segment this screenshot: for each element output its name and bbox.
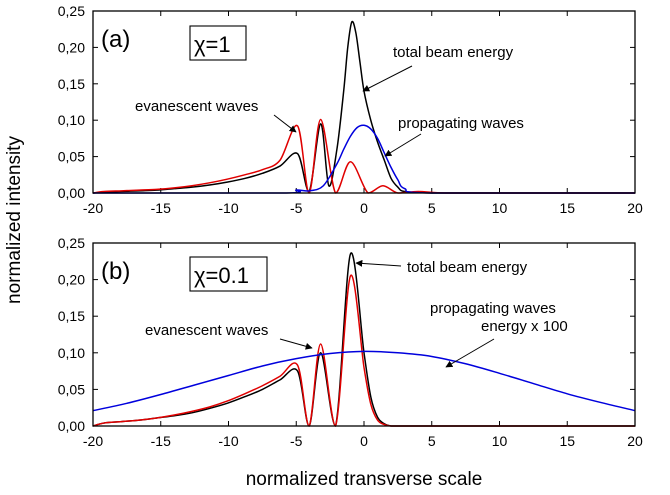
panel-b-propagating-annotation-line1: propagating waves	[430, 300, 556, 317]
panel-a-series-total-beam-energy	[92, 20, 635, 194]
panel-b-y-tick-label: 0,25	[58, 235, 85, 251]
panel-a-x-tick-label: 5	[428, 200, 436, 216]
panel-b-total-arrow	[355, 259, 402, 267]
panel-a-y-tick-label: 0,25	[58, 3, 85, 19]
panel-b-y-tick-label: 0,20	[58, 272, 85, 288]
panel-a-propagating-annotation: propagating waves	[398, 115, 524, 132]
x-axis-label: normalized transverse scale	[246, 469, 483, 490]
panel-a-chi-box	[189, 25, 247, 61]
panel-a-total-arrow	[362, 65, 413, 92]
panel-b-x-tick-label: -5	[290, 433, 303, 449]
panel-b-frame	[92, 242, 636, 427]
panel-a-y-tick-label: 0,10	[58, 112, 85, 128]
panel-a-frame	[92, 10, 636, 194]
panel-a-y-tick-label: 0,00	[58, 185, 85, 201]
panel-b-x-tick-label: -20	[83, 433, 103, 449]
panel-a-series-propagating-waves	[93, 124, 635, 194]
panel-a-y-tick-label: 0,15	[58, 76, 85, 92]
panel-b-x-tick-label: 10	[492, 433, 508, 449]
panel-b: -20 -15 -10 -5 0 5 10 15 20 0,00 0,05 0,10 0,15 0,20 0…	[58, 235, 643, 449]
panel-a-x-tick-label: -10	[218, 200, 238, 216]
panel-b-y-tick-label: 0,15	[58, 308, 85, 324]
panel-a-x-tick-label: 15	[559, 200, 575, 216]
panel-a-label: (a)	[101, 26, 130, 53]
panel-b-series-total-beam-energy	[92, 252, 635, 427]
panel-b-x-tick-label: 0	[360, 433, 368, 449]
panel-a-y-tick-label: 0,05	[58, 149, 85, 165]
panel-a-evanescent-annotation: evanescent waves	[135, 98, 258, 115]
panel-b-ticks: -20 -15 -10 -5 0 5 10 15 20 0,00 0,05 0,10 0,15 0,20 0…	[58, 235, 643, 449]
panel-a-series-evanescent-waves	[92, 118, 635, 194]
panel-a-x-tick-label: -20	[83, 200, 103, 216]
panel-a-x-tick-label: -15	[151, 200, 171, 216]
panel-a-y-tick-label: 0,20	[58, 39, 85, 55]
panel-a-chi: χ=1	[194, 32, 231, 57]
panel-b-chi-box	[189, 256, 268, 292]
panel-b-evanescent-arrow	[279, 338, 313, 350]
panel-b-total-annotation: total beam energy	[407, 259, 528, 276]
panel-a-ticks: -20 -15 -10 -5 0 5 10 15 20 0,00 0,05 0,10 0,15 0,20 0…	[58, 3, 643, 216]
panel-b-x-tick-label: 15	[559, 433, 575, 449]
panel-a-total-annotation: total beam energy	[393, 44, 514, 61]
panel-a-x-tick-label: 0	[360, 200, 368, 216]
panel-a-x-tick-label: -5	[290, 200, 303, 216]
y-axis-label: normalized intensity	[4, 136, 25, 304]
panel-b-y-tick-label: 0,10	[58, 345, 85, 361]
panel-b-propagating-annotation-line2: energy x 100	[481, 318, 568, 335]
panel-b-x-tick-label: 5	[428, 433, 436, 449]
panel-a-evanescent-arrow	[273, 114, 297, 133]
panel-a-propagating-arrow	[384, 133, 422, 157]
panel-a-x-tick-label: 10	[492, 200, 508, 216]
panel-b-y-tick-label: 0,05	[58, 381, 85, 397]
panel-a-x-tick-label: 20	[627, 200, 643, 216]
panel-b-evanescent-annotation: evanescent waves	[145, 322, 268, 339]
panel-b-series	[92, 252, 636, 427]
panel-b-x-tick-label: -15	[151, 433, 171, 449]
panel-b-propagating-arrow	[445, 338, 495, 368]
panel-b-x-tick-label: -10	[218, 433, 238, 449]
panel-b-label: (b)	[101, 258, 130, 285]
panel-b-x-tick-label: 20	[627, 433, 643, 449]
panel-a: -20 -15 -10 -5 0 5 10 15 20 0,00 0,05 0,10 0,15 0,20 0…	[58, 3, 643, 216]
panel-b-y-tick-label: 0,00	[58, 418, 85, 434]
panel-b-series-propagating-waves-energy-x-100	[92, 350, 636, 412]
panel-b-chi: χ=0.1	[194, 263, 249, 288]
